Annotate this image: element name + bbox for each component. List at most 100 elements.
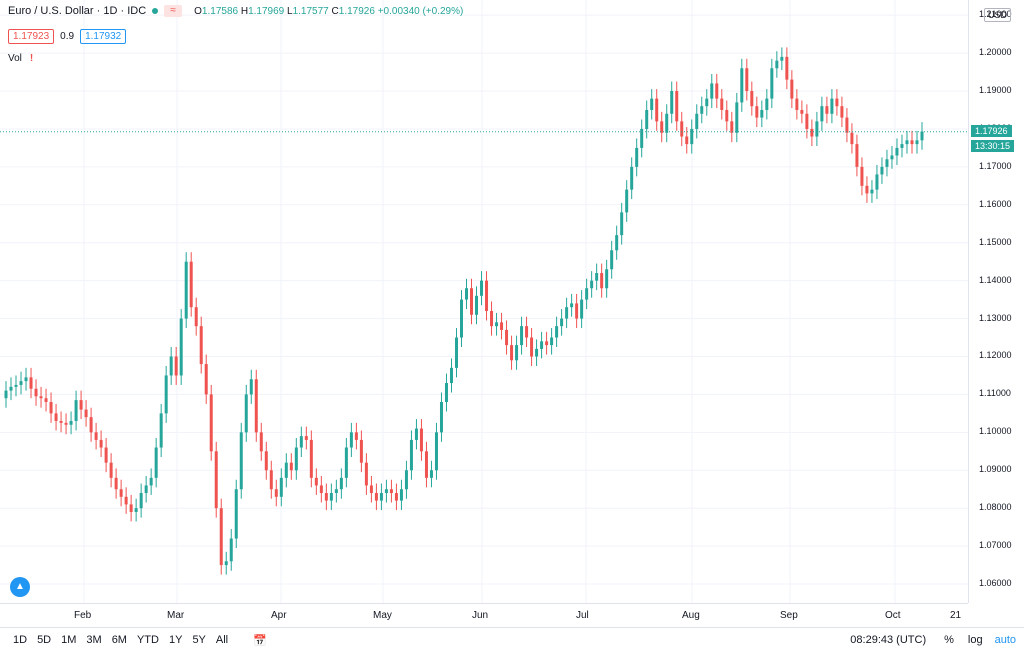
candle-body bbox=[304, 436, 308, 440]
candle-body bbox=[359, 439, 363, 463]
candle-body bbox=[490, 310, 494, 327]
candle-body bbox=[89, 417, 93, 433]
candle-body bbox=[434, 432, 438, 471]
candle-body bbox=[119, 489, 123, 497]
range-button-1y[interactable]: 1Y bbox=[168, 634, 183, 646]
candle-body bbox=[520, 326, 524, 346]
candle-body bbox=[465, 288, 469, 300]
candle-body bbox=[745, 68, 749, 92]
candle-body bbox=[194, 307, 198, 327]
log-toggle[interactable]: log bbox=[967, 634, 983, 646]
candle-body bbox=[29, 377, 33, 389]
candle-body bbox=[109, 462, 113, 478]
price-chart[interactable] bbox=[0, 0, 968, 603]
price-tick-label: 1.06000 bbox=[979, 578, 1012, 589]
delayed-data-icon[interactable]: ≈ bbox=[164, 5, 183, 17]
candle-body bbox=[625, 189, 629, 213]
candle-body bbox=[339, 477, 343, 490]
tradingview-logo-icon[interactable]: ▲ bbox=[10, 577, 30, 597]
warning-icon[interactable]: ! bbox=[29, 53, 34, 64]
symbol-title: Euro / U.S. Dollar · 1D · IDC bbox=[8, 5, 147, 17]
candle-body bbox=[505, 329, 509, 346]
candle-body bbox=[845, 117, 849, 133]
price-axis[interactable]: 1.210001.200001.190001.180001.170001.160… bbox=[968, 0, 1024, 603]
range-button-ytd[interactable]: YTD bbox=[136, 634, 159, 646]
candle-body bbox=[399, 489, 403, 501]
range-button-6m[interactable]: 6M bbox=[111, 634, 127, 646]
candle-body bbox=[900, 144, 904, 148]
candle-body bbox=[369, 485, 373, 494]
time-tick-label: Mar bbox=[167, 610, 185, 621]
price-tick-label: 1.20000 bbox=[979, 47, 1012, 58]
candle-body bbox=[74, 400, 78, 421]
candle-body bbox=[4, 390, 8, 399]
candle-body bbox=[805, 113, 809, 129]
candle-body bbox=[695, 113, 699, 129]
candle-body bbox=[364, 462, 368, 486]
candle-body bbox=[259, 432, 263, 452]
candle-body bbox=[810, 128, 814, 137]
candle-body bbox=[855, 144, 859, 167]
range-button-all[interactable]: All bbox=[215, 634, 229, 646]
candle-body bbox=[710, 83, 714, 99]
candle-body bbox=[189, 261, 193, 308]
sell-button[interactable]: 1.17923 bbox=[8, 29, 55, 44]
candle-body bbox=[249, 379, 253, 395]
candle-body bbox=[500, 322, 504, 330]
candle-body bbox=[274, 489, 278, 497]
candle-body bbox=[129, 504, 133, 512]
candle-body bbox=[635, 147, 639, 167]
candle-body bbox=[169, 356, 173, 376]
candle-body bbox=[700, 106, 704, 114]
candle-body bbox=[535, 348, 539, 357]
candle-body bbox=[439, 402, 443, 433]
range-button-1d[interactable]: 1D bbox=[13, 634, 28, 646]
candle-body bbox=[429, 470, 433, 478]
candle-body bbox=[815, 121, 819, 137]
candle-body bbox=[279, 477, 283, 497]
candle-body bbox=[915, 140, 919, 145]
candle-body bbox=[725, 109, 729, 122]
candle-body bbox=[444, 383, 448, 402]
candle-body bbox=[379, 493, 383, 501]
candle-body bbox=[575, 303, 579, 319]
candle-body bbox=[264, 451, 268, 471]
candle-body bbox=[830, 98, 834, 114]
calendar-icon[interactable]: 📅 bbox=[253, 634, 267, 647]
candle-body bbox=[605, 269, 609, 289]
time-axis[interactable]: Feb Mar Apr May Jun Jul Aug Sep Oct 21 bbox=[0, 603, 968, 628]
countdown-label: 13:30:15 bbox=[971, 139, 1015, 152]
candle-body bbox=[449, 367, 453, 384]
candle-body bbox=[229, 538, 233, 562]
candle-body bbox=[49, 402, 53, 414]
ohlc-values: O1.17586 H1.17969 L1.17577 C1.17926 +0.0… bbox=[194, 5, 464, 17]
candle-body bbox=[354, 432, 358, 440]
range-button-3m[interactable]: 3M bbox=[86, 634, 102, 646]
time-tick-label: Aug bbox=[682, 610, 700, 621]
range-button-1m[interactable]: 1M bbox=[61, 634, 77, 646]
price-tick-label: 1.19000 bbox=[979, 85, 1012, 96]
currency-label[interactable]: USD bbox=[984, 8, 1012, 22]
auto-toggle[interactable]: auto bbox=[994, 634, 1016, 646]
candle-body bbox=[459, 299, 463, 338]
candle-body bbox=[284, 462, 288, 478]
candle-body bbox=[685, 136, 689, 145]
candle-body bbox=[905, 140, 909, 145]
candle-body bbox=[179, 318, 183, 376]
candle-body bbox=[730, 121, 734, 133]
candle-body bbox=[850, 132, 854, 145]
candle-body bbox=[9, 386, 13, 391]
candle-body bbox=[289, 462, 293, 471]
candle-body bbox=[670, 91, 674, 114]
candle-body bbox=[209, 394, 213, 452]
range-button-5y[interactable]: 5Y bbox=[192, 634, 206, 646]
buy-button[interactable]: 1.17932 bbox=[80, 29, 127, 44]
candle-body bbox=[419, 428, 423, 452]
percent-toggle[interactable]: % bbox=[944, 634, 954, 646]
candle-body bbox=[615, 235, 619, 251]
candle-body bbox=[384, 489, 388, 494]
candle-body bbox=[525, 326, 529, 338]
candle-body bbox=[540, 341, 544, 349]
candle-body bbox=[665, 113, 669, 133]
range-button-5d[interactable]: 5D bbox=[37, 634, 52, 646]
